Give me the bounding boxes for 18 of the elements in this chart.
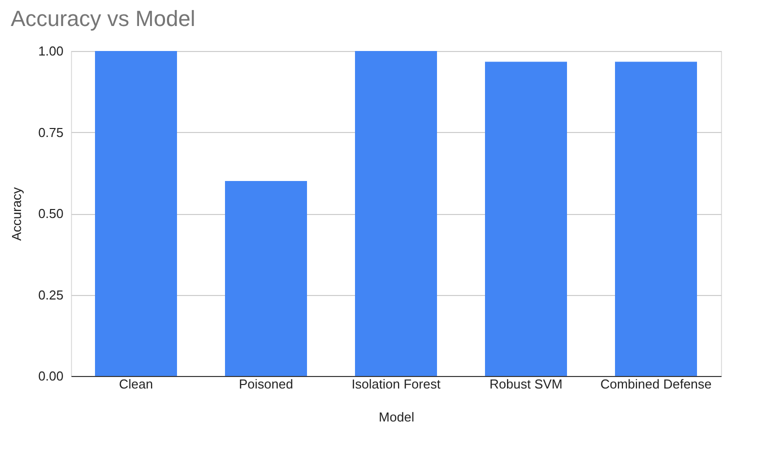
y-tick-label: 0.00 xyxy=(38,368,64,384)
chart-title: Accuracy vs Model xyxy=(10,6,196,31)
x-tick-label: Clean xyxy=(119,376,153,392)
y-tick-label: 0.75 xyxy=(38,124,64,140)
bar xyxy=(615,62,697,376)
y-tick-label: 0.50 xyxy=(38,206,64,221)
x-tick-label: Robust SVM xyxy=(490,376,562,392)
bar xyxy=(355,51,437,376)
y-tick-label: 0.25 xyxy=(38,287,64,302)
x-axis-title: Model xyxy=(378,410,414,424)
bar xyxy=(95,51,177,376)
x-tick-label: Combined Defense xyxy=(600,376,712,392)
x-tick-label: Poisoned xyxy=(238,376,294,392)
y-tick-label: 1.00 xyxy=(38,44,64,58)
y-axis-title: Accuracy xyxy=(9,186,24,241)
bar xyxy=(485,62,567,376)
x-tick-label: Isolation Forest xyxy=(352,376,441,392)
bar xyxy=(225,181,307,376)
